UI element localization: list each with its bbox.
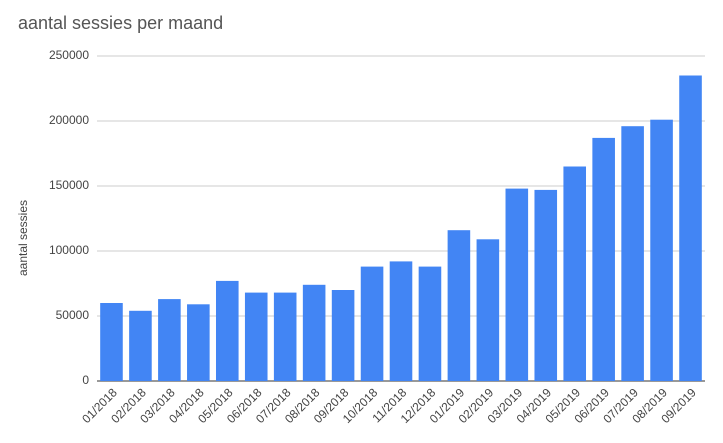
chart-title: aantal sessies per maand: [18, 13, 223, 33]
bar: [244, 292, 268, 381]
bar: [592, 137, 615, 381]
y-tick-label: 100000: [49, 243, 89, 257]
y-tick-label: 50000: [56, 308, 90, 322]
bar: [187, 304, 210, 381]
bar: [505, 188, 529, 381]
bar: [563, 166, 587, 381]
y-axis-label: aantal sessies: [16, 200, 30, 276]
bar: [621, 126, 644, 381]
y-tick-label: 200000: [49, 113, 89, 127]
y-tick-label: 250000: [49, 48, 89, 62]
bar: [215, 280, 239, 381]
y-tick-label: 0: [82, 373, 89, 387]
bar: [129, 310, 152, 381]
bar: [273, 292, 297, 381]
bar: [389, 261, 413, 381]
bar: [447, 230, 471, 381]
bar: [302, 284, 326, 381]
bar: [360, 266, 384, 381]
bar: [100, 303, 123, 381]
bar: [331, 290, 355, 381]
bar: [679, 75, 702, 381]
bar: [476, 239, 500, 381]
bar: [534, 189, 558, 381]
bar: [158, 299, 181, 381]
y-tick-label: 150000: [49, 178, 89, 192]
bar: [418, 266, 442, 381]
bar: [650, 119, 673, 381]
